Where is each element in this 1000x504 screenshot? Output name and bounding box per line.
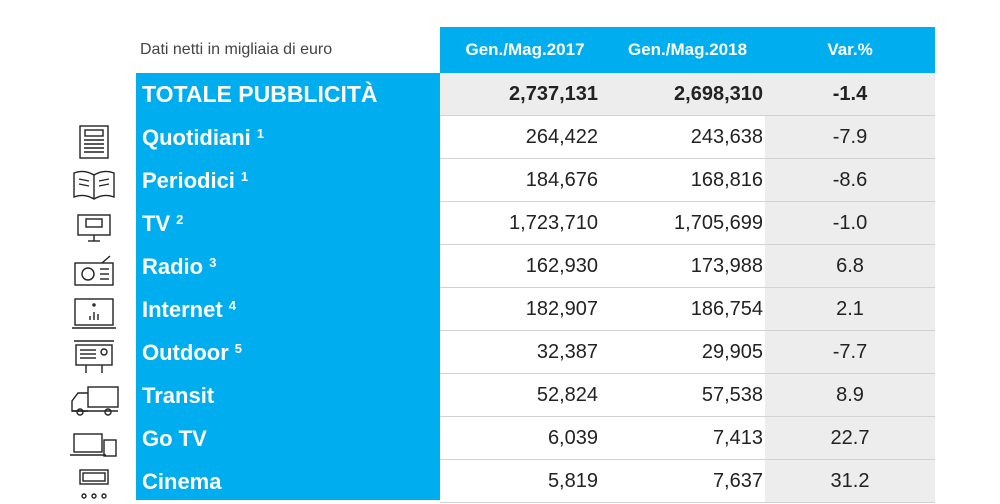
value-2017: 184,676 — [440, 159, 600, 202]
cinema-icon — [64, 464, 124, 504]
value-var: 31.2 — [765, 460, 935, 503]
column-header-2017: Gen./Mag.2017 — [440, 27, 610, 73]
value-2017: 2,737,131 — [440, 73, 600, 116]
row-footnote: 3 — [209, 255, 217, 270]
value-2017: 182,907 — [440, 288, 600, 331]
row-footnote: 5 — [234, 341, 242, 356]
row-label: Go TV — [142, 417, 213, 460]
row-label: TOTALE PUBBLICITÀ — [142, 81, 378, 107]
row-label: Internet 4 — [142, 288, 236, 331]
column-header-var: Var.% — [765, 27, 935, 73]
table-row-outdoor: Outdoor 5 32,387 29,905 -7.7 — [136, 331, 935, 374]
row-label-text: Radio — [142, 253, 204, 279]
value-2018: 2,698,310 — [600, 73, 765, 116]
value-2018: 173,988 — [600, 245, 765, 288]
row-label: Transit — [142, 374, 220, 417]
value-var: -7.7 — [765, 331, 935, 374]
value-2017: 6,039 — [440, 417, 600, 460]
row-label-text: Go TV — [142, 425, 207, 451]
row-label-text: Periodici — [142, 167, 235, 193]
value-var: -8.6 — [765, 159, 935, 202]
value-var: -7.9 — [765, 116, 935, 159]
row-label-text: TV — [142, 210, 171, 236]
value-var: 8.9 — [765, 374, 935, 417]
table-caption: Dati netti in migliaia di euro — [140, 41, 333, 58]
value-2017: 1,723,710 — [440, 202, 600, 245]
table-row-transit: Transit 52,824 57,538 8.9 — [136, 374, 935, 417]
magazine-icon — [64, 165, 124, 205]
value-2017: 162,930 — [440, 245, 600, 288]
value-2017: 264,422 — [440, 116, 600, 159]
row-label: Quotidiani 1 — [142, 116, 264, 159]
value-2018: 29,905 — [600, 331, 765, 374]
row-label-text: Internet — [142, 296, 223, 322]
column-header-2018: Gen./Mag.2018 — [600, 27, 775, 73]
radio-icon — [64, 251, 124, 291]
value-2018: 7,413 — [600, 417, 765, 460]
table-row-periodici: Periodici 1 184,676 168,816 -8.6 — [136, 159, 935, 202]
row-label: Cinema — [142, 460, 227, 503]
row-label: Outdoor 5 — [142, 331, 242, 374]
value-2018: 186,754 — [600, 288, 765, 331]
row-label: Periodici 1 — [142, 159, 248, 202]
value-2018: 1,705,699 — [600, 202, 765, 245]
value-2017: 32,387 — [440, 331, 600, 374]
newspaper-icon — [64, 122, 124, 162]
row-label-text: Transit — [142, 382, 215, 408]
value-var: 6.8 — [765, 245, 935, 288]
row-footnote: 2 — [176, 212, 184, 227]
row-label-text: Outdoor — [142, 339, 229, 365]
value-2018: 57,538 — [600, 374, 765, 417]
billboard-icon — [64, 337, 124, 377]
row-footnote: 1 — [256, 126, 264, 141]
table-row-quotidiani: Quotidiani 1 264,422 243,638 -7.9 — [136, 116, 935, 159]
monitor-chart-icon — [64, 294, 124, 334]
value-var: -1.0 — [765, 202, 935, 245]
value-2017: 5,819 — [440, 460, 600, 503]
truck-icon — [64, 380, 124, 420]
row-label: TV 2 — [142, 202, 183, 245]
row-footnote: 4 — [228, 298, 236, 313]
value-var: 22.7 — [765, 417, 935, 460]
table-row-total: TOTALE PUBBLICITÀ 2,737,131 2,698,310 -1… — [136, 73, 935, 116]
value-2018: 243,638 — [600, 116, 765, 159]
value-var: -1.4 — [765, 73, 935, 116]
value-2018: 7,637 — [600, 460, 765, 503]
devices-icon — [64, 423, 124, 463]
row-label: Radio 3 — [142, 245, 216, 288]
label-column-band — [136, 73, 440, 500]
row-footnote: 1 — [240, 169, 249, 184]
table-row-tv: TV 2 1,723,710 1,705,699 -1.0 — [136, 202, 935, 245]
tv-icon — [64, 208, 124, 248]
table-row-internet: Internet 4 182,907 186,754 2.1 — [136, 288, 935, 331]
row-label-text: Quotidiani — [142, 124, 251, 150]
value-2018: 168,816 — [600, 159, 765, 202]
value-2017: 52,824 — [440, 374, 600, 417]
value-var: 2.1 — [765, 288, 935, 331]
table-row-radio: Radio 3 162,930 173,988 6.8 — [136, 245, 935, 288]
table-row-go-tv: Go TV 6,039 7,413 22.7 — [136, 417, 935, 460]
table-row-cinema: Cinema 5,819 7,637 31.2 — [136, 460, 935, 503]
row-label-text: Cinema — [142, 468, 222, 494]
